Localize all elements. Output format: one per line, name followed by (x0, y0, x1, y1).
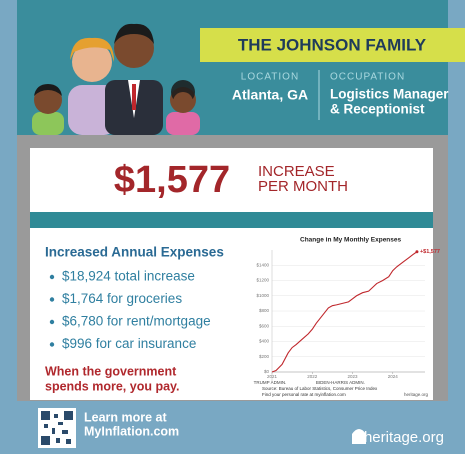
expense-item: $6,780 for rent/mortgage (62, 314, 211, 329)
headline-amount: $1,577 (114, 159, 230, 201)
chart-title: Change in My Monthly Expenses (300, 237, 402, 244)
chart-source: Find your personal rate at myinflation.c… (262, 392, 346, 397)
occupation: Logistics Manager (330, 87, 449, 102)
location: Atlanta, GA (232, 87, 308, 103)
bullet (50, 297, 54, 301)
x-tick-label: 2024 (388, 374, 399, 379)
closing-text: spends more, you pay. (45, 379, 180, 393)
expense-item: $18,924 total increase (62, 269, 195, 284)
location-label: LOCATION (241, 72, 299, 83)
footer-text: Learn more at (84, 410, 168, 424)
chart-credit: heritage.org (404, 392, 429, 397)
bullet (50, 275, 54, 279)
bullet (50, 320, 54, 324)
family-title: THE JOHNSON FAMILY (238, 35, 427, 54)
closing-text: When the government (45, 364, 177, 378)
annotation: TRUMP ADMIN. (254, 380, 287, 385)
occupation: & Receptionist (330, 102, 425, 117)
infographic: THE JOHNSON FAMILY LOCATION Atlanta, GA … (0, 0, 465, 454)
brand: heritage.org (364, 429, 444, 446)
y-tick-label: $800 (259, 308, 270, 313)
teal-strip (30, 212, 433, 228)
y-tick-label: $400 (259, 339, 270, 344)
y-tick-label: $200 (259, 354, 270, 359)
occupation-label: OCCUPATION (330, 72, 405, 83)
headline-caption: PER MONTH (258, 178, 348, 195)
expense-item: $1,764 for groceries (62, 291, 182, 306)
bullet (50, 342, 54, 346)
expenses-title: Increased Annual Expenses (45, 245, 224, 260)
chart-source: Source: Bureau of Labor Statistics, Cons… (262, 386, 378, 391)
end-label: +$1,577 (420, 249, 440, 255)
y-tick-label: $600 (259, 323, 270, 328)
y-tick-label: $1200 (256, 278, 269, 283)
y-tick-label: $1400 (256, 262, 269, 267)
x-tick-label: 2022 (307, 374, 318, 379)
y-tick-label: $1000 (256, 293, 269, 298)
headline-box (30, 148, 433, 212)
expense-item: $996 for car insurance (62, 336, 196, 351)
footer-text: MyInflation.com (84, 424, 179, 438)
x-tick-label: 2023 (348, 374, 359, 379)
annotation: BIDEN-HARRIS ADMIN. (316, 380, 365, 385)
end-point (415, 250, 418, 253)
